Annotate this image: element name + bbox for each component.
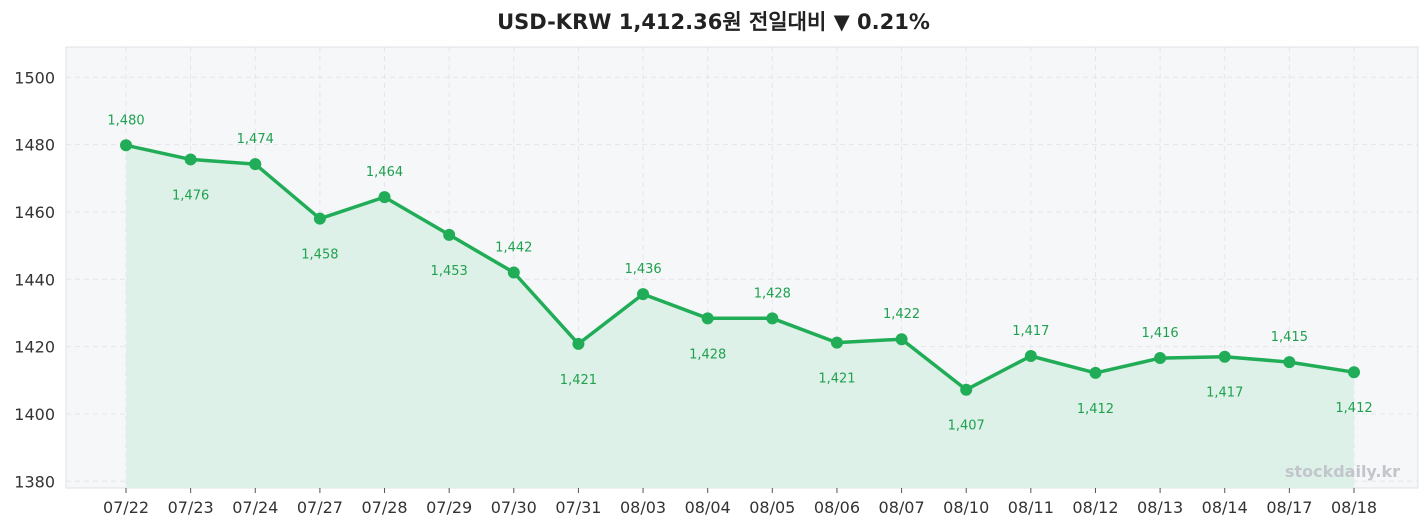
watermark: stockdaily.kr bbox=[1285, 462, 1400, 481]
data-point bbox=[572, 337, 585, 350]
y-axis-ticks: 1380 1400 1420 1440 1460 1480 1500 bbox=[14, 68, 55, 491]
data-point bbox=[1024, 350, 1037, 363]
data-point bbox=[1218, 350, 1231, 363]
x-tick-label: 07/27 bbox=[297, 498, 343, 517]
data-label: 1,480 bbox=[107, 113, 144, 128]
data-point bbox=[766, 312, 779, 325]
data-label: 1,421 bbox=[818, 372, 855, 387]
data-point bbox=[1283, 356, 1296, 369]
data-point bbox=[960, 383, 973, 396]
data-label: 1,412 bbox=[1077, 402, 1114, 417]
x-tick-label: 08/18 bbox=[1331, 498, 1377, 517]
y-tick-label: 1460 bbox=[14, 203, 55, 222]
data-label: 1,458 bbox=[301, 248, 338, 263]
data-label: 1,464 bbox=[366, 165, 403, 180]
data-label: 1,407 bbox=[948, 419, 985, 434]
data-label: 1,428 bbox=[754, 286, 791, 301]
x-tick-label: 07/30 bbox=[491, 498, 537, 517]
chart-title: USD-KRW 1,412.36원 전일대비 ▼ 0.21% bbox=[497, 10, 930, 34]
data-point bbox=[507, 266, 520, 279]
x-tick-label: 08/14 bbox=[1202, 498, 1248, 517]
y-tick-label: 1420 bbox=[14, 338, 55, 357]
data-label: 1,474 bbox=[237, 132, 274, 147]
y-tick-label: 1400 bbox=[14, 405, 55, 424]
y-tick-label: 1500 bbox=[14, 68, 55, 87]
x-tick-label: 08/05 bbox=[749, 498, 795, 517]
data-point bbox=[637, 288, 650, 301]
x-tick-label: 07/23 bbox=[168, 498, 214, 517]
data-label: 1,412 bbox=[1335, 401, 1372, 416]
data-point bbox=[1154, 352, 1167, 365]
x-tick-label: 08/07 bbox=[879, 498, 925, 517]
x-tick-label: 08/12 bbox=[1072, 498, 1118, 517]
data-label: 1,417 bbox=[1206, 386, 1243, 401]
data-point bbox=[701, 312, 714, 325]
x-tick-label: 07/28 bbox=[361, 498, 407, 517]
series-line-layer bbox=[124, 143, 1356, 392]
y-tick-label: 1480 bbox=[14, 136, 55, 155]
data-label: 1,421 bbox=[560, 373, 597, 388]
data-label: 1,416 bbox=[1141, 326, 1178, 341]
data-label: 1,442 bbox=[495, 241, 532, 256]
data-point bbox=[1089, 366, 1102, 379]
x-tick-label: 07/22 bbox=[103, 498, 149, 517]
x-tick-label: 07/29 bbox=[426, 498, 472, 517]
y-tick-label: 1440 bbox=[14, 270, 55, 289]
data-label: 1,476 bbox=[172, 188, 209, 203]
data-point bbox=[313, 212, 326, 225]
data-point bbox=[249, 158, 262, 171]
y-tick-label: 1380 bbox=[14, 472, 55, 491]
data-label: 1,453 bbox=[431, 264, 468, 279]
x-tick-label: 07/24 bbox=[232, 498, 278, 517]
data-point bbox=[1348, 366, 1360, 379]
x-tick-label: 08/17 bbox=[1266, 498, 1312, 517]
x-tick-label: 08/13 bbox=[1137, 498, 1183, 517]
series-area bbox=[126, 145, 1354, 489]
data-label: 1,436 bbox=[624, 262, 661, 277]
data-point bbox=[830, 336, 843, 349]
series-line bbox=[124, 143, 1356, 392]
x-tick-label: 07/31 bbox=[555, 498, 601, 517]
data-point bbox=[895, 333, 908, 346]
data-label: 1,415 bbox=[1271, 330, 1308, 345]
x-tick-label: 08/11 bbox=[1008, 498, 1054, 517]
data-point bbox=[443, 228, 456, 241]
x-tick-label: 08/03 bbox=[620, 498, 666, 517]
data-label: 1,417 bbox=[1012, 324, 1049, 339]
x-axis-ticks: 07/22 07/23 07/24 07/27 07/28 07/29 07/30 07/31… bbox=[103, 488, 1377, 517]
data-point bbox=[120, 139, 132, 152]
area-fill bbox=[126, 145, 1354, 489]
x-tick-label: 08/06 bbox=[814, 498, 860, 517]
data-points bbox=[120, 139, 1360, 396]
data-label: 1,428 bbox=[689, 347, 726, 362]
x-tick-label: 08/10 bbox=[943, 498, 989, 517]
data-point bbox=[378, 191, 391, 204]
data-labels: 1,480 1,476 1,474 1,458 1,464 1,453 1,442 1,421… bbox=[107, 113, 1372, 433]
x-tick-label: 08/04 bbox=[685, 498, 731, 517]
data-label: 1,422 bbox=[883, 307, 920, 322]
data-point bbox=[184, 153, 197, 166]
